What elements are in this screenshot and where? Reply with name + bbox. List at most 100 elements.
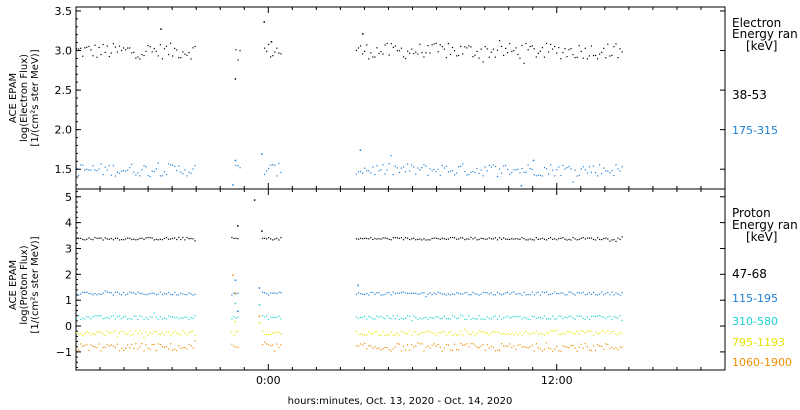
data-point	[474, 293, 476, 295]
data-point	[268, 294, 270, 296]
data-point	[537, 52, 539, 55]
data-point	[621, 291, 623, 294]
data-point	[86, 46, 88, 48]
data-point	[368, 294, 370, 296]
data-point	[280, 333, 282, 335]
data-point	[539, 50, 541, 52]
data-point	[266, 292, 268, 295]
data-point	[370, 345, 372, 347]
data-point	[404, 349, 407, 351]
data-point	[429, 347, 431, 349]
data-point	[233, 315, 235, 318]
data-point	[517, 334, 519, 336]
data-point	[84, 291, 86, 294]
data-point	[386, 334, 388, 336]
data-point	[619, 314, 621, 317]
data-point	[531, 332, 533, 334]
data-point	[458, 317, 460, 319]
data-point	[482, 343, 484, 346]
data-point	[547, 51, 550, 53]
data-point	[143, 293, 145, 295]
data-point	[272, 292, 274, 294]
data-point	[163, 346, 166, 349]
series-795-1193	[76, 320, 623, 339]
data-point	[439, 332, 441, 334]
data-point	[609, 332, 611, 335]
data-point	[263, 173, 266, 176]
data-point	[574, 318, 576, 320]
data-point	[599, 314, 601, 317]
data-point	[188, 331, 190, 333]
data-point	[578, 174, 580, 176]
data-point	[270, 333, 272, 336]
data-point-outlier	[258, 287, 261, 289]
data-point	[176, 169, 178, 172]
legend-proton-47-68: 47-68	[732, 267, 767, 281]
data-point	[390, 317, 392, 320]
data-point	[517, 238, 519, 240]
data-point	[169, 334, 172, 336]
data-point	[451, 46, 454, 49]
data-point	[78, 333, 80, 335]
data-point	[108, 345, 110, 347]
data-point	[594, 54, 597, 56]
data-point	[122, 47, 125, 49]
data-point	[402, 56, 405, 58]
data-point	[125, 294, 127, 296]
data-point	[474, 334, 476, 336]
data-point	[621, 166, 623, 168]
data-point	[96, 237, 98, 239]
data-point	[423, 56, 425, 58]
data-point	[384, 334, 386, 336]
data-point	[617, 237, 619, 239]
data-point	[355, 330, 358, 332]
data-point	[409, 170, 411, 172]
data-point	[533, 350, 535, 352]
data-point	[498, 332, 501, 334]
data-point	[529, 294, 531, 296]
data-point	[133, 333, 135, 335]
data-point	[364, 167, 366, 169]
data-point	[167, 291, 170, 294]
data-point	[409, 330, 411, 332]
data-point	[98, 46, 100, 49]
data-point	[531, 344, 533, 346]
data-point	[237, 238, 239, 240]
data-point	[466, 318, 468, 320]
data-point	[552, 238, 554, 240]
data-point	[116, 291, 119, 293]
data-point	[120, 347, 123, 350]
data-point	[468, 173, 470, 176]
data-point	[88, 316, 90, 318]
series-47-68	[76, 199, 623, 242]
data-point	[192, 238, 194, 240]
data-point	[453, 50, 456, 52]
data-point	[411, 238, 413, 240]
data-point	[582, 291, 584, 293]
data-point	[552, 350, 554, 352]
data-point	[118, 239, 121, 241]
data-point	[507, 291, 509, 293]
data-point	[278, 239, 280, 241]
data-point	[378, 237, 380, 240]
data-point	[478, 347, 480, 349]
data-point	[597, 175, 599, 177]
data-point	[609, 315, 611, 318]
data-point	[155, 168, 157, 170]
data-point	[184, 316, 186, 318]
data-point	[558, 315, 560, 317]
data-point	[503, 317, 505, 319]
data-point	[488, 164, 490, 167]
data-point	[231, 236, 233, 239]
data-point	[582, 57, 584, 59]
data-point	[186, 348, 188, 350]
data-point	[437, 168, 439, 171]
data-point	[613, 239, 615, 241]
data-point	[453, 293, 456, 295]
data-point	[586, 293, 588, 295]
data-point	[599, 293, 601, 295]
data-point	[570, 344, 572, 347]
data-point	[447, 42, 450, 45]
data-point	[270, 56, 272, 58]
data-point	[131, 163, 133, 166]
